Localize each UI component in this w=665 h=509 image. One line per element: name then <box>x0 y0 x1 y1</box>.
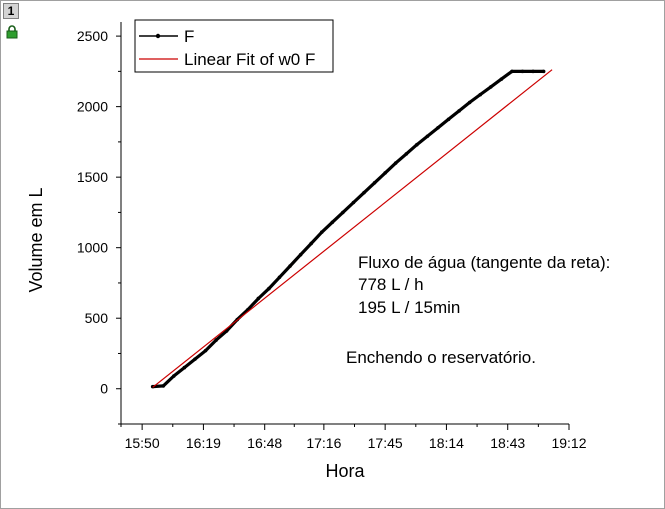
data-point <box>520 69 525 74</box>
y-tick-label: 0 <box>100 381 108 397</box>
data-point <box>351 200 356 205</box>
data-point <box>467 100 472 105</box>
x-tick-label: 17:45 <box>368 435 403 451</box>
data-point <box>214 338 218 342</box>
annotation-filling: Enchendo o reservatório. <box>346 348 536 367</box>
lock-icon[interactable] <box>5 25 19 39</box>
annotation-rate-15min: 195 L / 15min <box>358 298 460 317</box>
data-point <box>446 117 451 122</box>
x-tick-label: 17:16 <box>306 435 341 451</box>
linear-fit-line <box>152 69 553 388</box>
data-point <box>161 384 166 388</box>
data-point <box>319 230 324 234</box>
data-point <box>362 190 366 195</box>
series-layer <box>150 69 553 389</box>
data-point <box>341 210 345 215</box>
data-point <box>288 264 292 268</box>
y-tick-label: 2000 <box>77 99 108 115</box>
data-point <box>541 69 546 74</box>
y-tick-label: 1000 <box>77 240 108 256</box>
x-tick-label: 19:12 <box>551 435 586 451</box>
legend-fit-label: Linear Fit of w0 F <box>184 50 315 69</box>
y-tick-label: 500 <box>85 310 109 326</box>
x-tick-label: 18:43 <box>490 435 525 451</box>
x-tick-label: 16:48 <box>247 435 282 451</box>
data-point <box>172 374 176 378</box>
axes: 0 500 1000 1500 2000 2500 15:50 16:19 16:48 17:16… <box>77 22 587 451</box>
y-tick-label: 1500 <box>77 169 108 185</box>
y-tick-label: 2500 <box>77 28 108 44</box>
legend-f-marker <box>155 33 161 39</box>
data-point <box>510 69 514 74</box>
y-axis-title: Volume em L <box>26 187 46 292</box>
data-point <box>531 69 535 74</box>
legend-f-label: F <box>184 27 194 46</box>
data-point <box>499 77 504 81</box>
x-tick-label: 16:19 <box>186 435 221 451</box>
data-point <box>298 252 303 257</box>
data-point <box>193 357 197 361</box>
data-point <box>415 142 419 147</box>
x-tick-label: 15:50 <box>125 435 160 451</box>
data-point <box>372 181 377 185</box>
data-point <box>489 85 493 89</box>
data-point <box>404 152 409 156</box>
data-point <box>224 329 229 333</box>
data-point <box>256 296 261 301</box>
series-f-line <box>152 69 544 389</box>
x-tick-label: 18:14 <box>429 435 464 451</box>
x-axis-title: Hora <box>325 461 365 481</box>
data-point <box>393 161 398 165</box>
annotation-flow-title: Fluxo de água (tangente da reta): <box>358 253 610 272</box>
layer-tab[interactable]: 1 <box>3 3 19 19</box>
data-point <box>182 365 187 370</box>
data-point <box>203 348 208 353</box>
legend-box <box>134 19 334 73</box>
data-point <box>457 109 461 113</box>
data-point <box>425 134 430 139</box>
data-point <box>267 286 271 291</box>
annotation-rate-hour: 778 L / h <box>358 275 424 294</box>
data-point <box>309 241 313 246</box>
data-point <box>436 125 440 130</box>
data-point <box>478 92 483 97</box>
data-point <box>330 220 335 225</box>
legend[interactable]: F Linear Fit of w0 F <box>134 19 334 73</box>
data-point <box>277 275 282 280</box>
data-point <box>383 171 387 175</box>
